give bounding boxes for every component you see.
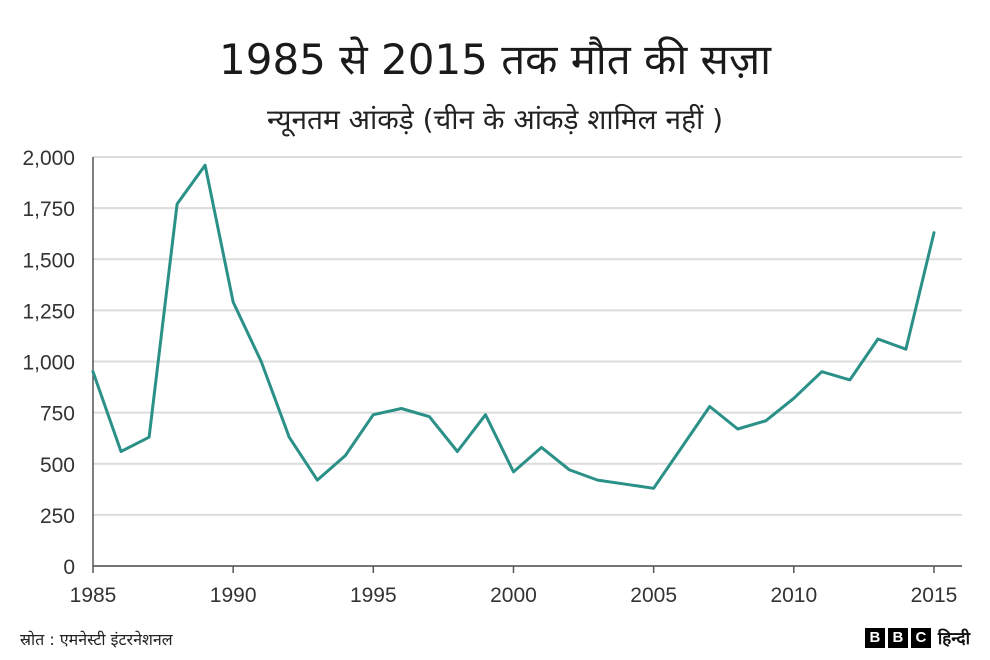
- data-point: [819, 369, 824, 374]
- data-point: [399, 406, 404, 411]
- bbc-hindi-logo: B B C हिन्दी: [864, 626, 970, 649]
- data-point: [371, 412, 376, 417]
- data-point: [875, 337, 880, 342]
- source-note: स्रोत : एमनेस्टी इंटरनेशनल: [20, 630, 173, 649]
- data-point: [427, 414, 432, 419]
- data-point: [567, 467, 572, 472]
- data-point: [763, 418, 768, 423]
- data-point: [259, 359, 264, 364]
- data-point: [203, 163, 208, 168]
- data-point: [287, 435, 292, 440]
- y-tick-label: 1,000: [22, 352, 75, 375]
- x-tick-label: 1995: [350, 584, 397, 607]
- data-point: [455, 449, 460, 454]
- y-tick-label: 1,250: [22, 300, 75, 323]
- data-point: [707, 404, 712, 409]
- y-tick-label: 2,000: [22, 147, 75, 170]
- x-tick-label: 2010: [770, 584, 817, 607]
- data-point: [651, 486, 656, 491]
- y-tick-label: 750: [40, 403, 75, 426]
- bbc-logo-letter: B: [864, 627, 885, 648]
- y-tick-label: 250: [40, 505, 75, 528]
- data-point: [903, 347, 908, 352]
- data-point: [483, 412, 488, 417]
- x-tick-label: 2000: [490, 584, 537, 607]
- brand-hindi-label: हिन्दी: [937, 629, 970, 649]
- data-point: [175, 202, 180, 207]
- data-point: [735, 426, 740, 431]
- data-point: [679, 445, 684, 450]
- bbc-logo-letter: B: [887, 627, 908, 648]
- data-point: [343, 453, 348, 458]
- data-point: [119, 449, 124, 454]
- data-point: [595, 478, 600, 483]
- data-point: [931, 230, 936, 235]
- data-point: [231, 300, 236, 305]
- data-point: [539, 445, 544, 450]
- data-point: [623, 482, 628, 487]
- data-point: [511, 469, 516, 474]
- data-point: [315, 478, 320, 483]
- x-tick-label: 2005: [630, 584, 677, 607]
- y-tick-label: 0: [63, 556, 75, 579]
- data-point: [91, 369, 96, 374]
- y-tick-label: 500: [40, 454, 75, 477]
- bbc-logo-letter: C: [910, 627, 931, 648]
- x-tick-label: 2015: [911, 584, 958, 607]
- data-point: [147, 435, 152, 440]
- series-line: [91, 163, 936, 490]
- y-tick-label: 1,750: [22, 198, 75, 221]
- data-point: [847, 377, 852, 382]
- data-point: [791, 396, 796, 401]
- chart-title: 1985 से 2015 तक मौत की सज़ा: [219, 35, 771, 84]
- x-tick-label: 1990: [210, 584, 257, 607]
- y-tick-label: 1,500: [22, 249, 75, 272]
- x-tick-label: 1985: [70, 584, 117, 607]
- chart-subtitle: न्यूनतम आंकड़े (चीन के आंकड़े शामिल नहीं…: [266, 103, 724, 136]
